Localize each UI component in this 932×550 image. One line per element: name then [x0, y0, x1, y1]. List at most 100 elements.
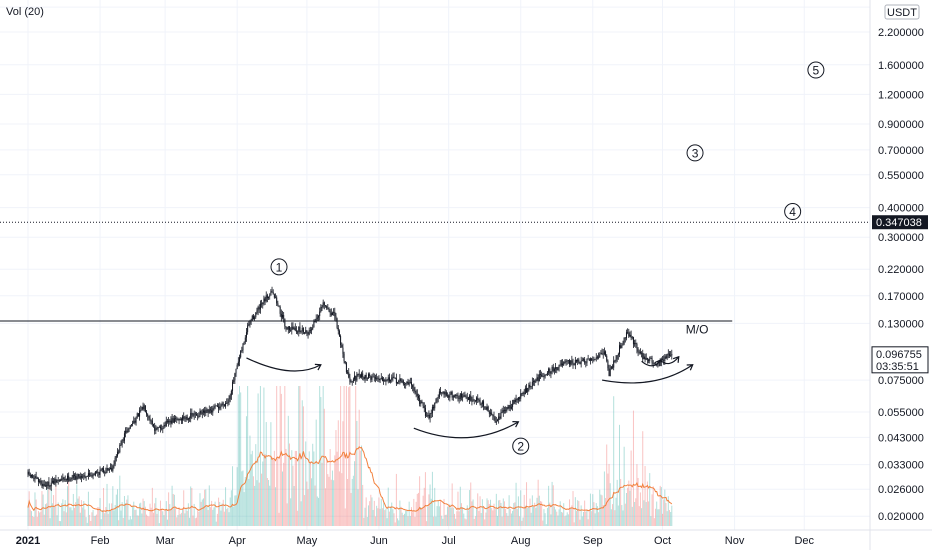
volume-bar [392, 509, 394, 526]
volume-bar [520, 490, 522, 526]
candle-body [146, 411, 148, 415]
volume-bar [196, 517, 198, 526]
candle-body [62, 477, 64, 479]
candle-body [56, 480, 58, 483]
volume-bar [318, 497, 320, 526]
volume-bar [141, 513, 143, 526]
time-tick-label: Nov [725, 535, 745, 547]
volume-bar [465, 519, 467, 526]
candle-body [255, 312, 257, 318]
candle-body [355, 375, 357, 381]
volume-bar [594, 513, 596, 526]
candle-body [269, 295, 271, 297]
candle-body [409, 382, 411, 383]
wave-label-number: 4 [789, 205, 796, 219]
volume-bar [648, 501, 650, 526]
candle-body [543, 376, 545, 378]
volume-bar [334, 455, 336, 526]
candle-body [36, 477, 38, 479]
candle-body [213, 407, 215, 409]
candle-body [652, 362, 654, 364]
volume-bar [555, 509, 557, 526]
candle-body [441, 392, 443, 394]
volume-bar [284, 386, 286, 526]
volume-bar [581, 516, 583, 526]
candle-body [417, 395, 419, 399]
volume-bar [182, 509, 184, 526]
volume-bar [467, 510, 469, 526]
volume-bar [578, 501, 580, 526]
candle-body [215, 405, 217, 407]
candle-body [110, 467, 112, 469]
volume-bar [32, 515, 34, 526]
candle-body [463, 395, 465, 397]
currency-box[interactable]: USDT [884, 4, 920, 20]
volume-bar [35, 499, 37, 526]
volume-bar [283, 462, 285, 526]
candle-body [369, 374, 371, 377]
volume-bar [292, 465, 294, 526]
volume-bar [216, 513, 218, 526]
time-tick-label: 2021 [16, 535, 40, 547]
time-tick-label: Oct [654, 535, 671, 547]
candle-body [545, 374, 547, 376]
volume-bar [198, 511, 200, 526]
volume-bar [573, 522, 575, 526]
price-tick-label: 0.170000 [878, 291, 924, 303]
volume-bar [473, 518, 475, 526]
candle-body [142, 406, 144, 410]
candle-body [533, 381, 535, 382]
candle-body [530, 386, 532, 388]
price-tick-label: 0.033000 [878, 460, 924, 472]
volume-bar [564, 516, 566, 526]
volume-bar [123, 495, 125, 526]
price-axis[interactable]: 2.200000 1.600000 1.200000 0.900000 0.700000… [869, 0, 932, 550]
volume-bar [515, 482, 517, 526]
volume-bar [244, 477, 246, 526]
candle-body [140, 410, 142, 412]
volume-bar [612, 504, 614, 526]
volume-bar [516, 509, 518, 526]
volume-bar [163, 515, 165, 526]
candle-body [628, 332, 630, 337]
candle-body [598, 356, 600, 358]
volume-bar [64, 500, 66, 526]
wave-label-circle [784, 203, 802, 221]
candle-body [305, 330, 307, 334]
volume-indicator-label[interactable]: Vol (20) [6, 6, 44, 18]
volume-bar [449, 504, 451, 526]
candle-body [257, 307, 259, 311]
candle-body [442, 391, 444, 393]
candle-body [233, 380, 235, 382]
volume-bar [384, 510, 386, 526]
volume-bar [328, 476, 330, 526]
candle-body [335, 316, 337, 319]
candle-body [161, 428, 163, 430]
volume-bar [218, 497, 220, 526]
volume-bar [185, 508, 187, 526]
candle-body [665, 356, 667, 359]
candle-body [399, 378, 401, 382]
volume-bar [264, 454, 266, 526]
candle-body [100, 469, 102, 471]
candle-body [562, 363, 564, 366]
candle-body [426, 416, 428, 417]
candle-body [478, 399, 480, 401]
volume-bar [43, 514, 45, 526]
volume-bar [83, 501, 85, 526]
volume-bar [671, 505, 673, 526]
candle-body [194, 413, 196, 415]
volume-bar [367, 505, 369, 526]
candle-body [472, 399, 474, 402]
candle-body [371, 377, 373, 380]
time-axis[interactable]: 2021 Feb Mar Apr May Jun Jul Aug Sep Oct Nov Dec [0, 529, 932, 547]
candle-body [430, 413, 432, 414]
volume-bar [607, 473, 609, 526]
candle-body [158, 426, 160, 428]
candle-body [584, 359, 586, 363]
candle-body [279, 306, 281, 314]
volume-bar [632, 410, 634, 526]
volume-bar [105, 507, 107, 526]
volume-bar [46, 503, 48, 526]
